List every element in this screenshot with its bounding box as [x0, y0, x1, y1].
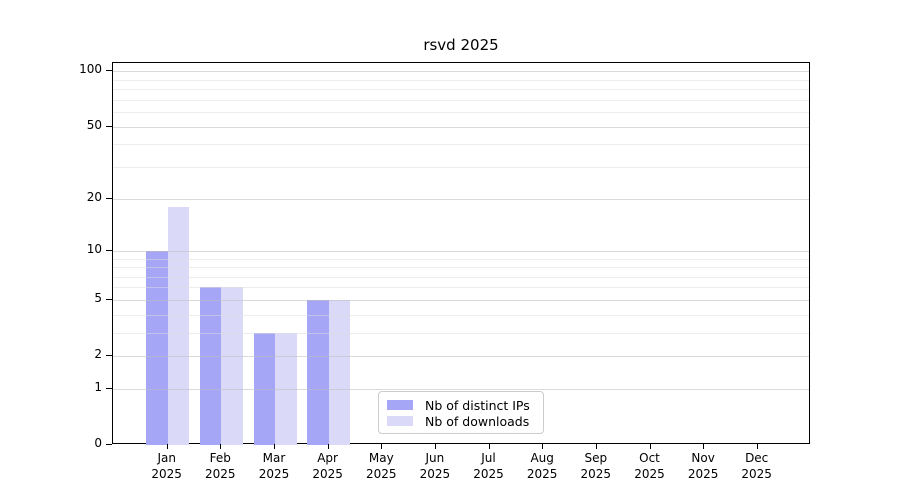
- x-tick-label: Apr 2025: [312, 451, 343, 481]
- bar-distinct-ips: [253, 332, 275, 445]
- y-tick-label: 1: [94, 379, 102, 394]
- chart-title: rsvd 2025: [423, 36, 499, 54]
- y-tick-label: 0: [94, 436, 102, 450]
- y-tick-mark: [106, 355, 112, 356]
- legend-entry: Nb of downloads: [387, 413, 535, 429]
- y-tick-label: 100: [79, 62, 102, 77]
- x-tick-mark: [381, 444, 383, 449]
- y-tick-mark: [106, 387, 112, 389]
- y-tick-mark: [106, 125, 112, 127]
- minor-gridline: [113, 267, 809, 269]
- x-tick-mark: [542, 444, 544, 449]
- bar-distinct-ips: [146, 250, 168, 445]
- major-gridline: [113, 299, 809, 301]
- minor-gridline: [113, 144, 809, 146]
- x-tick-mark: [327, 444, 329, 449]
- minor-gridline: [113, 276, 809, 278]
- x-tick-label: May 2025: [366, 451, 397, 481]
- minor-gridline: [113, 258, 809, 260]
- minor-gridline: [113, 99, 809, 101]
- bar-downloads: [221, 287, 243, 445]
- major-gridline: [113, 198, 809, 200]
- bar-downloads: [167, 206, 190, 445]
- bar-distinct-ips: [199, 287, 222, 445]
- minor-gridline: [113, 166, 809, 168]
- major-gridline: [113, 388, 809, 390]
- x-tick-label: Jan 2025: [151, 451, 182, 481]
- x-tick-mark: [756, 444, 758, 449]
- x-tick-mark: [649, 444, 651, 449]
- y-tick-mark: [106, 197, 112, 199]
- x-tick-label: Oct 2025: [634, 451, 665, 481]
- plot-area: [112, 62, 810, 445]
- bar-downloads: [328, 299, 351, 445]
- bar-distinct-ips: [307, 299, 329, 445]
- x-tick-label: Dec 2025: [741, 451, 772, 481]
- major-gridline: [113, 126, 809, 128]
- major-gridline: [113, 71, 809, 73]
- x-tick-mark: [220, 444, 222, 449]
- x-tick-label: Jun 2025: [419, 451, 451, 481]
- minor-gridline: [113, 332, 809, 334]
- y-tick-mark: [106, 444, 112, 445]
- legend: Nb of distinct IPs Nb of downloads: [378, 391, 544, 434]
- minor-gridline: [113, 314, 809, 316]
- x-tick-label: Nov 2025: [687, 451, 719, 481]
- x-tick-mark: [595, 444, 597, 449]
- y-tick-label: 2: [94, 347, 102, 361]
- y-tick-mark: [106, 70, 112, 72]
- y-tick-mark: [106, 249, 112, 251]
- x-tick-mark: [488, 444, 490, 449]
- y-tick-label: 20: [86, 189, 102, 204]
- x-tick-label: Mar 2025: [258, 451, 290, 481]
- bar-downloads: [275, 332, 297, 445]
- x-tick-mark: [166, 444, 168, 449]
- legend-entry: Nb of distinct IPs: [387, 397, 535, 413]
- x-tick-mark: [274, 444, 275, 449]
- y-tick-label: 50: [86, 117, 102, 132]
- x-tick-label: Aug 2025: [526, 451, 558, 481]
- x-tick-mark: [434, 444, 436, 449]
- x-tick-label: Sep 2025: [580, 451, 612, 481]
- major-gridline: [113, 356, 809, 357]
- legend-label: Nb of downloads: [425, 413, 530, 429]
- y-tick-label: 10: [86, 241, 102, 256]
- x-tick-label: Feb 2025: [205, 451, 236, 481]
- minor-gridline: [113, 79, 809, 81]
- x-tick-label: Jul 2025: [473, 451, 504, 481]
- x-tick-mark: [703, 444, 705, 449]
- minor-gridline: [113, 89, 809, 91]
- y-tick-mark: [106, 298, 112, 300]
- legend-label: Nb of distinct IPs: [425, 397, 530, 413]
- legend-swatch: [387, 416, 413, 426]
- y-tick-label: 5: [94, 290, 102, 305]
- minor-gridline: [113, 112, 809, 114]
- minor-gridline: [113, 287, 809, 289]
- major-gridline: [113, 250, 809, 252]
- legend-swatch: [387, 400, 413, 410]
